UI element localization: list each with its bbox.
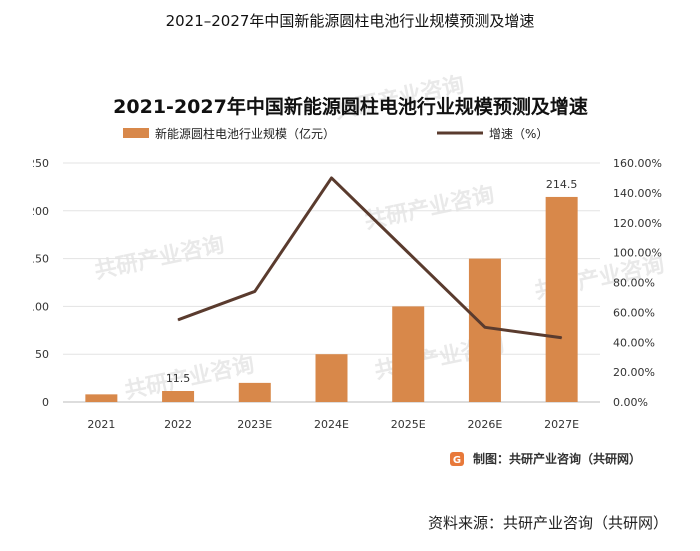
x-tick-label: 2022 [164, 418, 192, 431]
y-left-tick-label: 200 [33, 205, 49, 218]
x-tick-label: 2021 [87, 418, 115, 431]
y-right-tick-label: 40.00% [613, 336, 655, 349]
growth-point [561, 337, 563, 339]
y-right-tick-label: 160.00% [613, 157, 662, 170]
x-tick-label: 2026E [467, 418, 502, 431]
data-label: 214.5 [546, 178, 578, 191]
growth-point [254, 290, 256, 292]
bar [238, 382, 271, 402]
bar [162, 391, 195, 402]
legend-label-bars: 新能源圆柱电池行业规模（亿元） [155, 126, 335, 141]
bar [315, 354, 348, 402]
credit-text: 制图：共研产业咨询（共研网） [473, 451, 641, 466]
page-title: 2021–2027年中国新能源圆柱电池行业规模预测及增速 [165, 12, 535, 30]
x-tick-label: 2024E [314, 418, 349, 431]
bar [468, 258, 501, 402]
y-left-tick-label: 0 [42, 396, 49, 409]
data-label: 11.5 [166, 372, 191, 385]
y-left-tick-label: 150 [33, 253, 49, 266]
x-tick-label: 2023E [237, 418, 272, 431]
y-left-tick-label: 100 [33, 300, 49, 313]
chart-title: 2021-2027年中国新能源圆柱电池行业规模预测及增速 [113, 96, 588, 118]
y-right-tick-label: 120.00% [613, 217, 662, 230]
bar [392, 306, 425, 402]
legend-label-line: 增速（%） [489, 127, 548, 141]
credit-logo-glyph: G [453, 455, 461, 466]
chart: 0 50 100 150 200 250 0.00% 20.00% 40.00% 60.00% 80… [33, 126, 662, 466]
source-footer: 资料来源：共研产业咨询（共研网） [427, 514, 668, 532]
growth-point [177, 319, 179, 321]
x-tick-label: 2027E [544, 418, 579, 431]
y-left-tick-label: 250 [33, 157, 49, 170]
growth-line [177, 176, 562, 340]
y-right-tick-label: 60.00% [613, 306, 655, 319]
bar [545, 196, 578, 402]
y-right-tick-label: 80.00% [613, 277, 655, 290]
y-right-tick-label: 140.00% [613, 187, 662, 200]
bar [85, 394, 118, 402]
y-right-tick-label: 0.00% [613, 396, 648, 409]
chart-card: 共研产业咨询 共研产业咨询 共研产业咨询 共研产业咨询 共研产业咨询 共研产业咨… [33, 55, 668, 480]
y-right-tick-label: 100.00% [613, 247, 662, 260]
growth-point [484, 326, 486, 328]
credit-logo-icon [450, 452, 464, 466]
y-right-tick-label: 20.00% [613, 366, 655, 379]
legend-swatch-bars [123, 128, 149, 138]
y-left-tick-label: 50 [35, 348, 49, 361]
growth-point [407, 252, 409, 254]
x-tick-label: 2025E [391, 418, 426, 431]
growth-point [331, 177, 332, 179]
